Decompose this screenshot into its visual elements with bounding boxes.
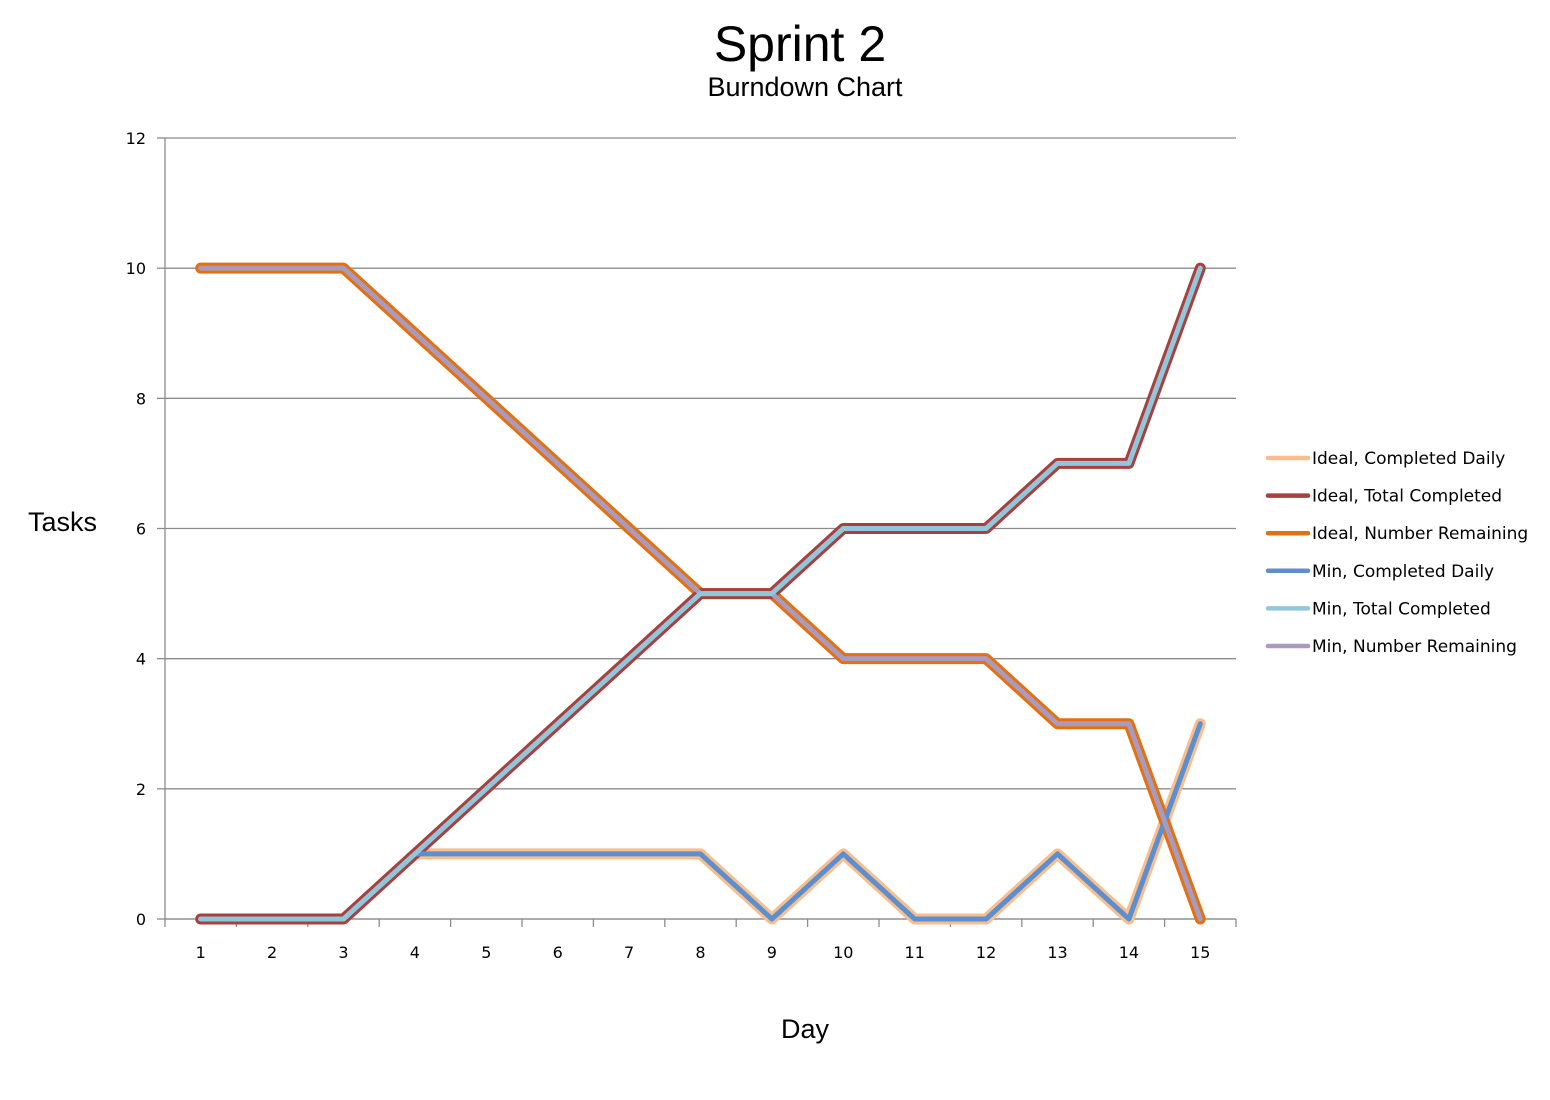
chart-subtitle: Burndown Chart: [707, 72, 903, 102]
series-line-ideal-completed-daily: [195, 718, 1206, 925]
y-tick-label-12: 12: [126, 129, 146, 148]
x-tick-label-13: 13: [1047, 943, 1067, 962]
y-tick-label-0: 0: [136, 910, 146, 929]
series-line-min-total-completed: [198, 265, 1203, 922]
y-tick-label-4: 4: [136, 650, 146, 669]
x-tick-label-3: 3: [338, 943, 348, 962]
legend-label-min-number-remaining: Min, Number Remaining: [1312, 637, 1517, 657]
x-tick-label-12: 12: [976, 943, 996, 962]
x-tick-label-10: 10: [833, 943, 853, 962]
x-tick-label-4: 4: [410, 943, 420, 962]
legend: Ideal, Completed Daily Ideal, Total Compl…: [1265, 449, 1528, 657]
x-tick-label-6: 6: [553, 943, 563, 962]
x-tick-label-9: 9: [767, 943, 777, 962]
legend-label-min-completed-daily: Min, Completed Daily: [1312, 562, 1494, 582]
x-tick-label-7: 7: [624, 943, 634, 962]
y-tick-label-6: 6: [136, 520, 146, 539]
x-tick-label-2: 2: [267, 943, 277, 962]
chart-title: Sprint 2: [713, 16, 887, 72]
x-tick-label-8: 8: [695, 943, 705, 962]
y-tick-label-10: 10: [126, 259, 146, 278]
x-tick-label-11: 11: [905, 943, 925, 962]
x-tick-label-1: 1: [196, 943, 206, 962]
legend-label-ideal-total-completed: Ideal, Total Completed: [1312, 487, 1502, 507]
x-tick-label-15: 15: [1190, 943, 1210, 962]
legend-label-ideal-completed-daily: Ideal, Completed Daily: [1312, 449, 1505, 469]
x-tick-label-14: 14: [1119, 943, 1139, 962]
legend-label-min-total-completed: Min, Total Completed: [1312, 599, 1491, 619]
x-axis-label: Day: [780, 1014, 829, 1044]
y-tick-label-8: 8: [136, 389, 146, 408]
series-line-min-completed-daily: [198, 721, 1203, 922]
y-axis-label: Tasks: [28, 507, 98, 537]
x-tick-label-5: 5: [481, 943, 491, 962]
legend-label-ideal-number-remaining: Ideal, Number Remaining: [1312, 524, 1528, 544]
y-tick-label-2: 2: [136, 780, 146, 799]
